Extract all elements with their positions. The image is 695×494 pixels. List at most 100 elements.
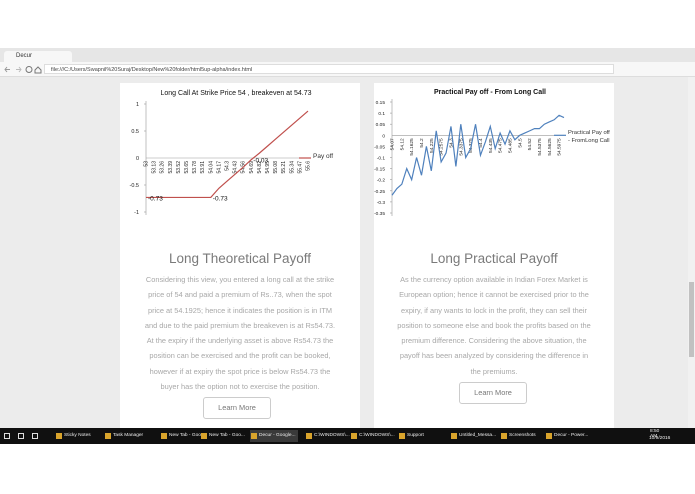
system-button[interactable] <box>32 433 38 439</box>
x-tick-label: 54.3 <box>225 161 231 171</box>
x-tick-label: 54.12 <box>399 138 405 150</box>
x-tick-label: 54.435 <box>488 138 494 153</box>
taskbar-item[interactable]: Task Manager <box>104 430 152 442</box>
system-button[interactable] <box>18 433 24 439</box>
y-tick-label: 0 <box>382 133 385 139</box>
learn-more-button[interactable]: Learn More <box>459 382 527 404</box>
learn-more-button[interactable]: Learn More <box>203 397 271 419</box>
nav-icons <box>4 66 42 74</box>
x-tick-label: 54.5 <box>517 138 523 148</box>
chart: Practical Pay off - From Long Call 0.15 0.… <box>374 89 610 217</box>
x-tick-label: 55.34 <box>289 161 295 174</box>
x-tick-label: 54.485 <box>507 138 513 153</box>
x-tick-label: 54.4 <box>478 138 484 148</box>
legend-label: Pay off <box>313 153 334 160</box>
taskbar-item[interactable]: Decur - Google... <box>250 430 298 442</box>
x-tick-label: 54.07 <box>390 138 396 150</box>
reload[interactable] <box>25 66 33 73</box>
y-tick-label: -0.5 <box>130 183 139 189</box>
card-heading: Long Theoretical Payoff <box>168 251 312 266</box>
chart-title: Long Call At Strike Price 54 , breakeven… <box>161 90 312 97</box>
y-tick-label: 1 <box>136 102 139 108</box>
system-button[interactable] <box>4 433 10 439</box>
y-tick-label: -1 <box>134 210 139 216</box>
app-icon <box>546 433 552 439</box>
content: Long Theoretical Payoff Considering this… <box>0 77 688 428</box>
clock-time: 8:50 AM <box>650 429 660 439</box>
app-icon <box>161 433 167 439</box>
taskbar-item[interactable]: Screenshots <box>500 430 548 442</box>
x-tick-label: 54.43 <box>233 161 239 174</box>
x-tick-label: 54.1625 <box>409 138 415 156</box>
taskbar-item[interactable]: Untitled_Messa... <box>450 430 498 442</box>
y-tick-label: -0.15 <box>374 167 385 173</box>
card-text: As the currency option available in Indi… <box>397 275 591 376</box>
data-label: -0.73 <box>213 195 228 202</box>
legend: Practical Pay off - FromLong Call <box>568 130 610 143</box>
x-tick-label: 55.21 <box>281 161 287 174</box>
x-tick-label: 54.2575 <box>439 138 445 156</box>
app-icon <box>306 433 312 439</box>
data-label: -0.73 <box>148 195 163 202</box>
x-tick-label: 54.04 <box>208 161 214 174</box>
x-tick-label: 54.82 <box>257 161 263 174</box>
y-tick-label: 0.5 <box>131 129 139 135</box>
app-icon <box>201 433 207 439</box>
app-icon <box>451 433 457 439</box>
x-tick-label: 54.475 <box>498 138 504 153</box>
x-tick-label: 54.69 <box>249 161 255 174</box>
series-line <box>146 110 309 199</box>
y-tick-label: -0.2 <box>377 178 386 184</box>
address-bar[interactable]: file:///C:/Users/Swapnil%20Suraj/Desktop… <box>44 64 614 74</box>
y-tick-label: -0.3 <box>377 200 386 206</box>
y-tick-label: 0.1 <box>378 111 385 117</box>
app-icon <box>56 433 62 439</box>
x-tick-label: 54.3 <box>448 138 454 148</box>
app-icon <box>251 433 257 439</box>
taskbar-item[interactable]: Decur - Power... <box>545 430 593 442</box>
taskbar-item[interactable]: C:\WINDOWS\... <box>350 430 398 442</box>
y-tick-label: -0.25 <box>374 189 385 195</box>
app-icon <box>501 433 507 439</box>
back[interactable] <box>4 66 10 73</box>
home[interactable] <box>34 66 42 74</box>
legend: Pay off <box>313 153 334 160</box>
card-heading: Long Practical Payoff <box>430 251 558 266</box>
x-tick-label: 53.65 <box>184 161 190 174</box>
data-label: -0.03 <box>253 158 268 165</box>
y-tick-label: 0.05 <box>376 122 386 128</box>
chart-title: Practical Pay off - From Long Call <box>434 89 546 96</box>
clock-date: 10/9/2016 <box>649 436 671 441</box>
scrollbar[interactable] <box>688 77 695 428</box>
y-tick-label: 0 <box>136 156 139 162</box>
series-line <box>391 114 565 196</box>
app-icon <box>105 433 111 439</box>
x-tick-label: 54.95 <box>265 161 271 174</box>
taskbar-item[interactable]: Support <box>398 430 446 442</box>
forward[interactable] <box>16 66 22 73</box>
taskbar <box>0 428 695 444</box>
x-tick-label: 54.2 <box>419 138 425 148</box>
taskbar-item[interactable]: New Tab - Goo... <box>200 430 248 442</box>
y-tick-label: -0.1 <box>377 156 386 162</box>
card: Long Theoretical Payoff Considering this… <box>120 83 360 428</box>
x-tick-label: 55.6 <box>306 161 312 171</box>
y-tick-label: 0.15 <box>376 100 386 106</box>
x-tick-label: 54.5975 <box>557 138 563 156</box>
taskbar-item[interactable]: C:\WINDOWS\... <box>305 430 353 442</box>
tab-strip <box>0 48 695 62</box>
card-text: Considering this view, you entered a lon… <box>144 275 336 392</box>
app-icon <box>351 433 357 439</box>
browser-tab[interactable]: Decur <box>4 51 72 62</box>
x-tick-label: 54.225 <box>429 138 435 153</box>
x-tick-label: 54.17 <box>216 161 222 174</box>
x-tick-label: 53.13 <box>152 161 158 174</box>
x-tick-label: 54.3375 <box>458 138 464 156</box>
x-tick-label: 53.52 <box>176 161 182 174</box>
taskbar-item[interactable]: Sticky Notes <box>55 430 103 442</box>
taskbar-item[interactable]: New Tab - Goo... <box>160 430 208 442</box>
scrollbar-thumb[interactable] <box>689 282 694 357</box>
y-tick-label: -0.05 <box>374 144 385 150</box>
app-icon <box>399 433 405 439</box>
